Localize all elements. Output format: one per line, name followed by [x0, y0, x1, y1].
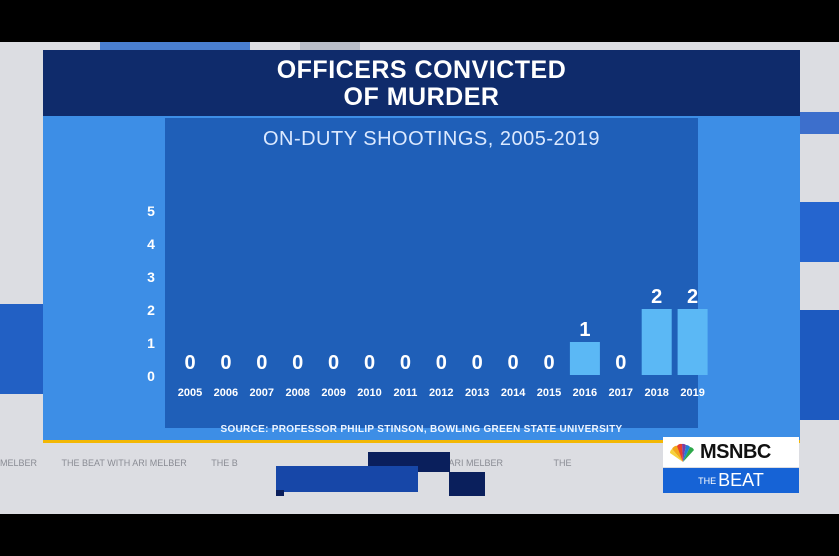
- bg-stripe: [800, 202, 839, 262]
- bg-stripe: [800, 310, 839, 420]
- bar: [677, 309, 708, 375]
- bg-stripe: [100, 42, 250, 50]
- x-tick-label: 2011: [393, 387, 417, 399]
- ticker-item: THE BEAT WITH ARI MELBER: [61, 458, 187, 468]
- x-tick-label: 2007: [250, 387, 274, 399]
- plot-panel: ON-DUTY SHOOTINGS, 2005-2019: [165, 118, 698, 428]
- network-name: MSNBC: [700, 441, 771, 463]
- bar: [569, 342, 600, 375]
- y-tick-label: 4: [147, 236, 155, 252]
- ticker-item: BEAT WITH ARI MELBER: [398, 458, 503, 468]
- x-tick-label: 2009: [321, 387, 345, 399]
- chart-subtitle: ON-DUTY SHOOTINGS, 2005-2019: [262, 128, 601, 150]
- x-tick-label: 2012: [429, 387, 453, 399]
- x-tick-label: 2017: [609, 387, 633, 399]
- x-tick-label: 2005: [178, 387, 202, 399]
- x-tick-label: 2010: [357, 387, 381, 399]
- y-tick-label: 3: [147, 269, 155, 285]
- x-tick-label: 2008: [285, 387, 309, 399]
- decor-block: [276, 490, 284, 496]
- bg-stripe: [0, 304, 43, 394]
- data-label: 0: [508, 352, 519, 374]
- x-tick-label: 2019: [680, 387, 704, 399]
- data-label: 0: [292, 352, 303, 374]
- bar-chart: 0123450200502006020070200802009020100201…: [147, 203, 708, 399]
- data-label: 0: [436, 352, 447, 374]
- graphic-card: OFFICERS CONVICTED OF MURDER ON-DUTY SHO…: [43, 50, 800, 440]
- logo-top: MSNBC: [663, 437, 799, 467]
- x-tick-label: 2013: [465, 387, 489, 399]
- show-prefix: THE: [698, 475, 717, 486]
- data-label: 0: [472, 352, 483, 374]
- x-tick-label: 2018: [644, 387, 668, 399]
- data-label: 2: [651, 286, 662, 308]
- data-label: 0: [615, 352, 626, 374]
- ticker-item: MELBER: [0, 458, 38, 468]
- decor-block: [276, 466, 418, 492]
- source-credit: SOURCE: PROFESSOR PHILIP STINSON, BOWLIN…: [220, 424, 623, 435]
- title-bar: OFFICERS CONVICTED OF MURDER: [43, 50, 800, 116]
- data-label: 0: [220, 352, 231, 374]
- graphic-title-line1: OFFICERS CONVICTED: [276, 56, 567, 84]
- ticker-bar: MELBER THE BEAT WITH ARI MELBER THE B BE…: [0, 458, 839, 472]
- ticker-item: THE: [553, 458, 572, 468]
- show-name-bar: THE BEAT: [663, 468, 799, 493]
- data-label: 0: [328, 352, 339, 374]
- decor-block: [449, 472, 485, 496]
- data-label: 0: [364, 352, 375, 374]
- x-tick-label: 2006: [214, 387, 238, 399]
- data-label: 0: [184, 352, 195, 374]
- network-logo: MSNBC THE BEAT: [663, 437, 799, 493]
- y-tick-label: 5: [147, 203, 155, 219]
- data-label: 2: [687, 286, 698, 308]
- data-label: 0: [543, 352, 554, 374]
- x-tick-label: 2016: [573, 387, 597, 399]
- bg-stripe: [300, 42, 360, 50]
- y-tick-label: 0: [147, 368, 155, 384]
- bar: [641, 309, 672, 375]
- bg-stripe: [800, 112, 839, 134]
- data-label: 0: [256, 352, 267, 374]
- peacock-icon: [670, 443, 694, 462]
- y-tick-label: 2: [147, 302, 155, 318]
- x-tick-label: 2014: [501, 387, 526, 399]
- y-tick-label: 1: [147, 335, 155, 351]
- data-label: 1: [579, 319, 590, 341]
- show-name: BEAT: [718, 470, 764, 490]
- graphic-title-line2: OF MURDER: [343, 83, 500, 111]
- ticker-item: THE B: [211, 458, 238, 468]
- x-tick-label: 2015: [537, 387, 561, 399]
- data-label: 0: [400, 352, 411, 374]
- gold-accent-line: [43, 440, 800, 443]
